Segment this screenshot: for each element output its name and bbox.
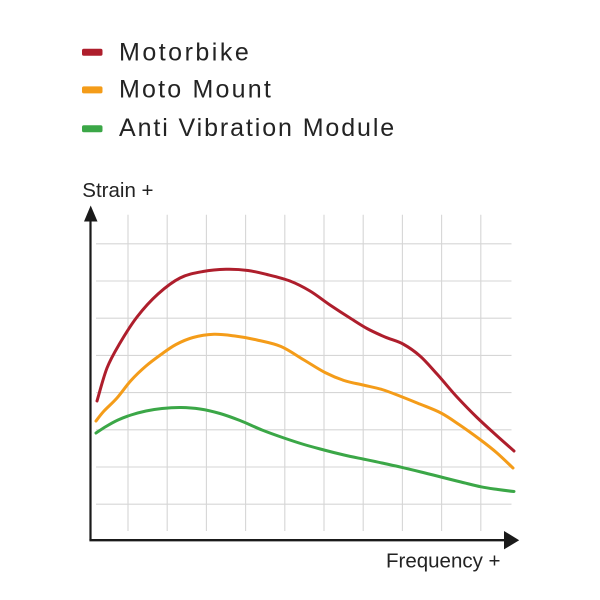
svg-text:Moto Mount: Moto Mount xyxy=(119,76,273,104)
svg-text:Strain +: Strain + xyxy=(82,179,153,202)
svg-text:Frequency +: Frequency + xyxy=(386,550,501,573)
svg-text:Motorbike: Motorbike xyxy=(119,39,251,67)
svg-text:Anti Vibration Module: Anti Vibration Module xyxy=(119,114,396,142)
